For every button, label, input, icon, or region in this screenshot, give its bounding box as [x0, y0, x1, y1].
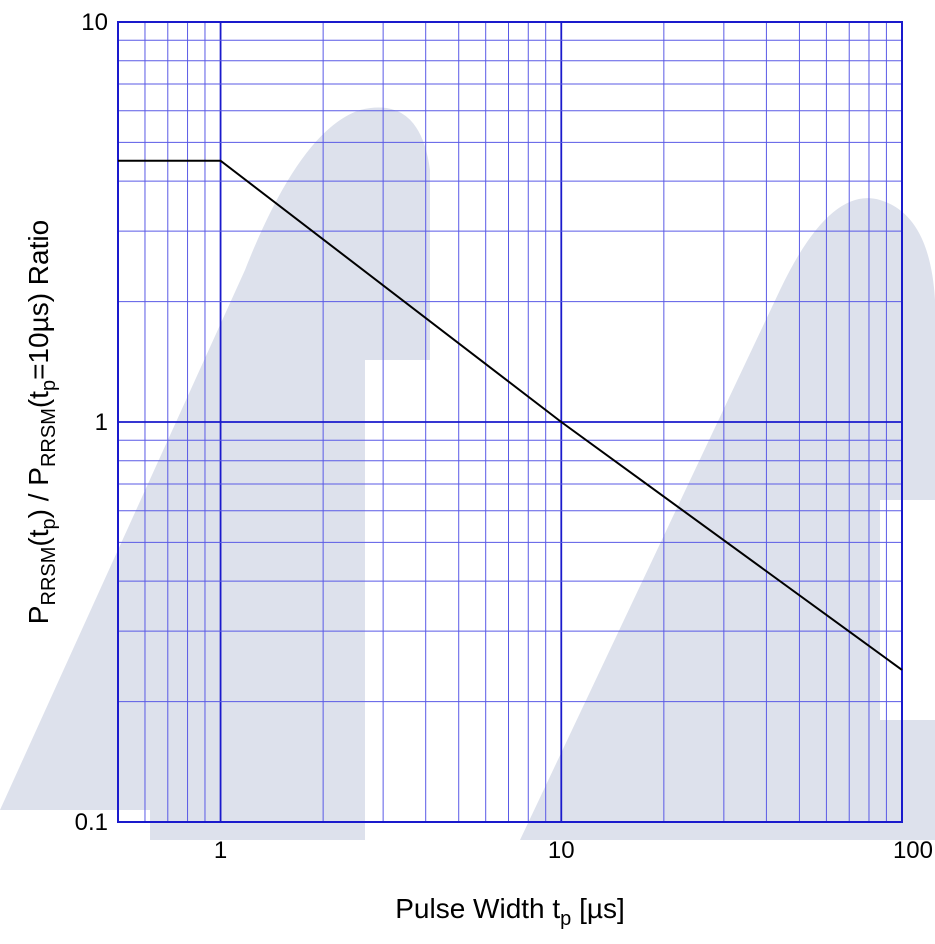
x-tick-labels: 1 10 100 — [214, 837, 933, 864]
y-axis-title: PRRSM(tp) / PRRSM(tp=10µs) Ratio — [23, 220, 60, 624]
y-tick-label: 1 — [95, 409, 108, 436]
plot-frame — [117, 21, 903, 823]
watermark-logo — [0, 107, 935, 840]
grid-lines — [117, 22, 902, 823]
x-axis-title: Pulse Width tp [µs] — [395, 893, 625, 930]
x-tick-label: 100 — [893, 837, 933, 864]
y-tick-label: 10 — [81, 9, 108, 36]
series-line — [118, 159, 903, 671]
y-tick-labels: 10 1 0.1 — [75, 9, 108, 836]
x-tick-label: 10 — [548, 837, 575, 864]
x-tick-label: 1 — [214, 837, 227, 864]
y-tick-label: 0.1 — [75, 809, 108, 836]
